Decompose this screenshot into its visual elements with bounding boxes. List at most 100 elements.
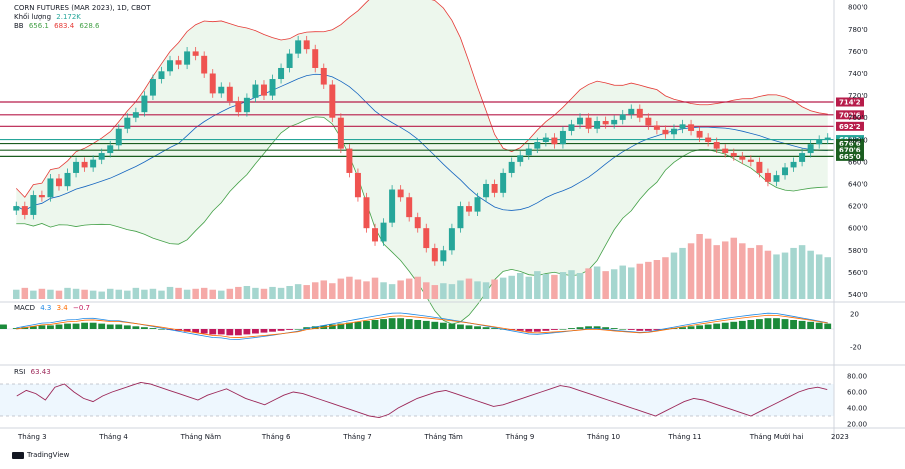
candle-body	[303, 40, 310, 50]
volume-bar	[30, 290, 37, 299]
candle-body	[568, 124, 575, 131]
macd-histogram-bar	[269, 329, 276, 332]
volume-bar	[551, 274, 558, 299]
volume-bar	[482, 282, 490, 299]
volume-bar	[72, 288, 80, 299]
macd-histogram-bar	[764, 318, 772, 329]
bb-value-2: 683.4	[54, 22, 75, 30]
candle-body	[329, 84, 336, 118]
candle-body	[397, 189, 404, 198]
price-level-tag	[836, 97, 864, 107]
volume-bar	[286, 286, 293, 299]
macd-histogram-bar	[713, 323, 721, 329]
macd-label: MACD	[14, 304, 35, 312]
macd-histogram-bar	[790, 320, 797, 329]
candle-body	[260, 84, 267, 96]
volume-bar	[397, 280, 404, 299]
candle-body	[653, 125, 660, 130]
macd-value-2: 3.4	[56, 304, 68, 312]
volume-bar	[756, 245, 763, 299]
time-tick-label: Tháng 6	[261, 433, 291, 441]
volume-bar	[260, 288, 268, 299]
candle-body	[662, 129, 669, 135]
price-tick-label: 560'0	[848, 269, 868, 277]
price-tick-label: 760'0	[848, 48, 868, 56]
candle-body	[448, 228, 455, 251]
candle-body	[713, 142, 720, 149]
candle-body	[611, 119, 618, 125]
volume-bar	[21, 287, 29, 299]
candle-body	[790, 161, 797, 168]
macd-histogram-bar	[277, 329, 285, 331]
candle-body	[278, 67, 285, 80]
macd-histogram-bar	[696, 325, 704, 329]
volume-bar	[303, 285, 310, 299]
rsi-tick-label: 80.00	[847, 373, 867, 381]
macd-histogram-bar	[115, 324, 123, 329]
candle-body	[756, 161, 763, 173]
price-tick-label: 540'0	[848, 291, 868, 299]
candle-body	[107, 145, 114, 154]
candle-body	[115, 128, 122, 146]
macd-histogram-bar	[140, 327, 148, 329]
candle-body	[132, 112, 139, 118]
price-level-label: 692'2	[839, 123, 861, 131]
candle-body	[346, 148, 353, 173]
candle-body	[824, 137, 831, 140]
time-tick-label: Tháng 10	[586, 433, 620, 441]
price-level-label: 714'2	[839, 99, 861, 107]
macd-pane[interactable]	[0, 312, 834, 340]
macd-histogram-bar	[439, 322, 447, 329]
price-tick-label: 800'0	[848, 4, 868, 12]
bb-label: BB	[14, 22, 24, 30]
volume-bar	[431, 285, 439, 299]
price-tick-label: 640'0	[848, 180, 868, 188]
macd-histogram-bar	[81, 322, 89, 329]
macd-histogram-bar	[397, 318, 405, 329]
candle-body	[175, 60, 182, 65]
price-level-label: 676'6	[839, 140, 861, 148]
candle-body	[465, 206, 472, 212]
macd-histogram-bar	[260, 329, 268, 333]
rsi-value: 63.43	[30, 368, 51, 376]
price-level-label: 702'6	[839, 111, 861, 119]
volume-bar	[98, 291, 105, 299]
macd-histogram-bar	[448, 323, 456, 329]
candle-body	[619, 114, 626, 120]
volume-bar	[798, 245, 806, 299]
bollinger-upper-line	[15, 0, 828, 198]
macd-histogram-bar	[653, 329, 661, 330]
candle-body	[602, 121, 609, 125]
rsi-band-fill	[0, 384, 834, 416]
candle-body	[98, 153, 105, 160]
candle-body	[312, 49, 319, 68]
volume-bar	[141, 289, 148, 299]
macd-histogram-bar	[755, 319, 763, 329]
price-tick-label: 600'0	[848, 225, 868, 233]
macd-histogram-bar	[474, 326, 481, 329]
candle-body	[380, 222, 387, 242]
macd-histogram-bar	[286, 329, 294, 330]
candle-body	[414, 217, 421, 229]
macd-histogram-bar	[183, 329, 191, 332]
macd-histogram-bar	[29, 326, 37, 329]
candle-body	[295, 40, 302, 54]
axes: 540'0 560'0 580'0 600'0 620'0 640'0 660'0 680'0…	[0, 0, 905, 441]
volume-bar	[200, 287, 208, 299]
candle-body	[13, 206, 20, 211]
tradingview-brand[interactable]: TradingView	[12, 451, 69, 459]
volume-bar	[371, 277, 379, 299]
macd-histogram-bar	[568, 328, 575, 329]
rsi-pane[interactable]	[0, 381, 834, 419]
candle-body	[645, 117, 652, 126]
macd-histogram-bar	[644, 329, 652, 331]
candle-body	[440, 250, 447, 262]
macd-histogram-bar	[807, 321, 815, 329]
volume-bar	[824, 257, 831, 299]
volume-bar	[337, 278, 345, 299]
bb-legend: BB 656.1 683.4 628.6	[14, 22, 99, 30]
volume-bar	[294, 284, 302, 299]
volume-bar	[687, 243, 695, 299]
